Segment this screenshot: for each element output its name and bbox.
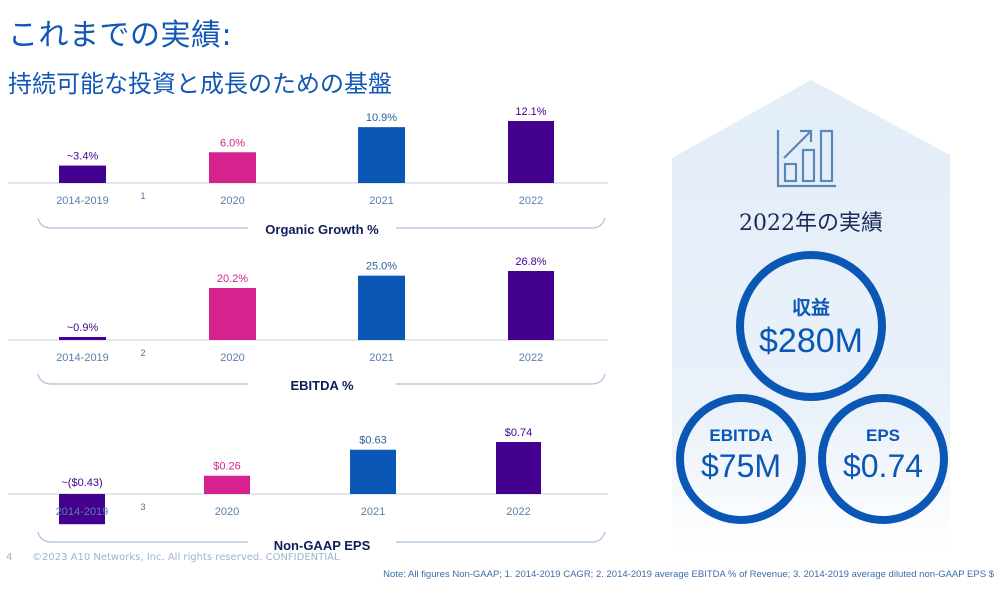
category-label: 2014-2019 — [56, 195, 109, 207]
bar-2021 — [350, 449, 396, 494]
category-label: 2020 — [215, 506, 239, 518]
page-title: これまでの実績: — [8, 18, 233, 53]
category-label: 2014-2019 — [56, 506, 109, 518]
data-label: ~($0.43) — [61, 477, 102, 489]
category-label: 2014-2019 — [56, 352, 109, 364]
bar-2020 — [204, 475, 250, 494]
summary-title: 2022年の実績 — [739, 211, 883, 236]
category-label: 2022 — [506, 506, 530, 518]
data-label: 20.2% — [217, 273, 248, 285]
data-label: 12.1% — [515, 106, 546, 118]
footnote-marker: 1 — [140, 191, 145, 201]
chart-title: Non-GAAP EPS — [274, 538, 371, 553]
revenue-label: 収益 — [791, 298, 830, 319]
data-label: 10.9% — [366, 112, 397, 124]
bar-2014-2019 — [59, 165, 106, 183]
chart-title: Organic Growth % — [265, 222, 379, 237]
revenue-value: $280M — [759, 322, 863, 360]
ebitda-value: $75M — [700, 448, 782, 484]
bar-2020 — [209, 287, 256, 340]
bar-2021 — [358, 127, 405, 183]
bar-chart-growth-icon — [776, 128, 838, 190]
category-label: 2021 — [361, 506, 385, 518]
bar-2021 — [358, 275, 405, 340]
revenue-circle: 収益 $280M — [736, 251, 886, 401]
footnote-marker: 3 — [140, 502, 145, 512]
bar-2014-2019 — [59, 337, 106, 340]
category-label: 2021 — [369, 195, 393, 207]
page-subtitle: 持続可能な投資と成長のための基盤 — [8, 70, 392, 98]
copyright: ©2023 A10 Networks, Inc. All rights rese… — [32, 552, 340, 563]
footer-left: 4 ©2023 A10 Networks, Inc. All rights res… — [6, 552, 340, 563]
bar-2022 — [508, 121, 554, 183]
eps-value: $0.74 — [842, 448, 924, 484]
brace-left — [37, 217, 248, 229]
bar-2020 — [209, 152, 256, 183]
data-label: 25.0% — [366, 261, 397, 273]
category-label: 2022 — [519, 352, 543, 364]
footnote: Note: All figures Non-GAAP; 1. 2014-2019… — [383, 569, 994, 580]
data-label: $0.26 — [213, 461, 241, 473]
bar-2022 — [508, 271, 554, 340]
eps-circle: EPS $0.74 — [818, 394, 948, 524]
data-label: ~3.4% — [67, 151, 99, 163]
bar-2014-2019 — [59, 494, 105, 525]
category-label: 2020 — [220, 195, 244, 207]
chart-title: EBITDA % — [290, 378, 354, 393]
category-label: 2022 — [519, 195, 543, 207]
footnote-marker: 2 — [140, 348, 145, 358]
ebitda-circle: EBITDA $75M — [676, 394, 806, 524]
data-label: 26.8% — [515, 256, 546, 268]
category-label: 2020 — [220, 352, 244, 364]
data-label: $0.74 — [505, 427, 533, 439]
brace-right — [396, 217, 606, 229]
data-label: 6.0% — [220, 137, 245, 149]
data-label: ~0.9% — [67, 322, 99, 334]
brace-right — [396, 531, 606, 543]
brace-left — [37, 373, 248, 385]
bar-2022 — [496, 442, 541, 494]
brace-right — [396, 373, 606, 385]
brace-left — [37, 531, 248, 543]
data-label: $0.63 — [359, 435, 387, 447]
category-label: 2021 — [369, 352, 393, 364]
ebitda-label: EBITDA — [709, 426, 773, 445]
page-number: 4 — [6, 552, 13, 563]
eps-label: EPS — [865, 426, 901, 445]
